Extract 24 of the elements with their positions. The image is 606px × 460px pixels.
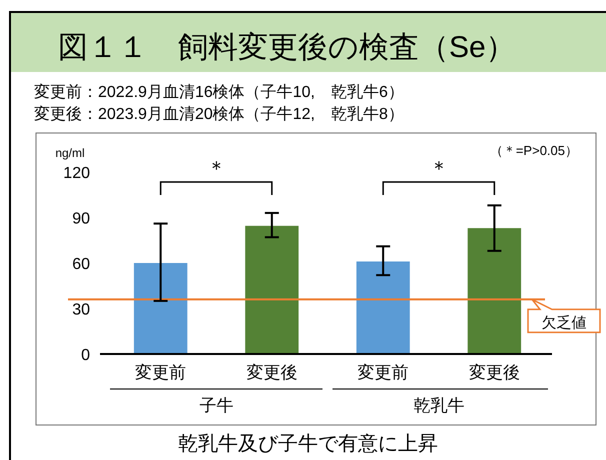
x-tick-label: 変更前	[358, 363, 409, 382]
text: 変更後：2023.9月血清20検体（子牛12, 乾乳牛8）	[34, 105, 404, 123]
x-tick-label: 変更後	[246, 363, 298, 382]
y-tick-label: 90	[72, 210, 90, 228]
bar	[245, 226, 299, 354]
chart-subtitle: 変更前：2022.9月血清16検体（子牛10, 乾乳牛6）	[34, 83, 404, 101]
annotation: ＊	[428, 158, 449, 180]
bar	[356, 261, 410, 354]
chart-title: 図１１ 飼料変更後の検査（Se）	[58, 31, 516, 64]
y-tick-label: 120	[63, 165, 90, 182]
x-tick-label: 変更前	[135, 363, 186, 382]
text: 乾乳牛	[413, 396, 464, 415]
text: 子牛	[199, 396, 234, 415]
text: （＊=P>0.05）	[490, 143, 578, 158]
y-axis-title: ng/ml	[55, 146, 85, 160]
y-tick-label: 0	[81, 347, 90, 364]
ref-line-label: 欠乏値	[542, 314, 586, 332]
y-tick-label: 60	[72, 256, 90, 273]
bar	[134, 263, 188, 354]
bar	[468, 228, 522, 354]
text: 乾乳牛及び子牛で有意に上昇	[178, 433, 438, 455]
x-tick-label: 変更後	[468, 363, 520, 382]
y-tick-label: 30	[72, 302, 90, 318]
annotation: ＊	[206, 158, 226, 180]
